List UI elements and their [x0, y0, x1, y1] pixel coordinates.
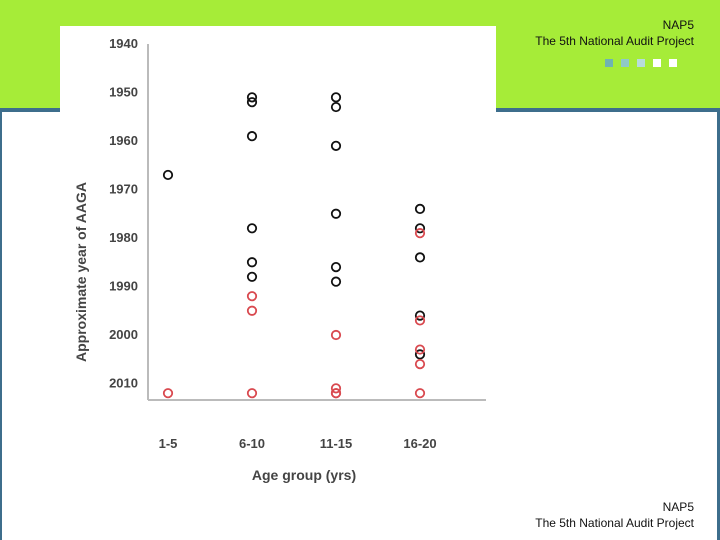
data-point-black	[330, 140, 342, 151]
data-point-red	[246, 291, 258, 302]
data-point-black	[246, 131, 258, 142]
scatter-chart: 1940 1950 1960 1970 1980 1990 2000 2010 1-5 6-10…	[73, 36, 486, 483]
decorative-squares	[605, 59, 685, 69]
decor-square	[653, 59, 661, 67]
left-border	[0, 110, 2, 540]
decor-square	[621, 59, 629, 67]
data-point-black	[414, 349, 426, 360]
y-tick-label: 1940	[109, 36, 138, 51]
data-point-black	[414, 252, 426, 263]
y-tick-label: 2010	[109, 376, 138, 391]
data-point-red	[246, 388, 258, 399]
data-point-red	[330, 383, 342, 394]
data-point-black	[246, 223, 258, 234]
decor-square	[605, 59, 613, 67]
right-border	[717, 110, 720, 540]
data-point-black	[330, 101, 342, 113]
data-point-black	[414, 310, 426, 321]
decor-square	[669, 59, 677, 67]
y-tick-label: 1970	[109, 182, 138, 197]
y-tick-label: 1950	[109, 85, 138, 100]
y-tick-label: 1960	[109, 133, 138, 148]
y-axis-title: Approximate year of AAGA	[73, 182, 89, 362]
data-point-black	[330, 208, 342, 219]
data-point-red	[414, 315, 426, 326]
data-point-red	[330, 329, 342, 341]
data-point-black	[246, 97, 258, 108]
data-point-red	[414, 388, 426, 399]
data-point-black	[246, 257, 258, 268]
data-point-red	[246, 305, 258, 316]
data-point-black	[246, 271, 258, 282]
data-point-black	[414, 203, 426, 214]
data-point-black	[330, 262, 342, 273]
chart-panel: 1940 1950 1960 1970 1980 1990 2000 2010 1-5 6-10…	[60, 26, 496, 506]
decor-square	[637, 59, 645, 67]
y-tick-label: 1990	[109, 279, 138, 294]
data-point-red	[414, 344, 426, 355]
data-point-black	[330, 92, 342, 103]
x-tick-label: 11-15	[320, 436, 353, 451]
header-org: NAP5 The 5th National Audit Project	[535, 17, 694, 49]
data-point-red	[330, 388, 342, 399]
data-point-red	[414, 228, 426, 239]
data-point-red	[162, 388, 174, 399]
footer-org: NAP5 The 5th National Audit Project	[535, 499, 694, 531]
data-point-black	[246, 92, 258, 103]
footer-org-full: The 5th National Audit Project	[535, 516, 694, 530]
x-axis-title: Age group (yrs)	[252, 467, 356, 483]
data-point-red	[414, 358, 426, 370]
x-tick-label: 6-10	[239, 436, 265, 451]
data-point-black	[330, 276, 342, 287]
y-tick-label: 2000	[109, 327, 138, 342]
x-tick-label: 16-20	[403, 436, 436, 451]
header-org-short: NAP5	[662, 18, 694, 32]
footer-org-short: NAP5	[662, 500, 694, 514]
x-tick-label: 1-5	[159, 436, 178, 451]
header-org-full: The 5th National Audit Project	[535, 34, 694, 48]
data-point-black	[414, 223, 426, 234]
data-point-black	[162, 169, 174, 181]
y-tick-label: 1980	[109, 230, 138, 245]
